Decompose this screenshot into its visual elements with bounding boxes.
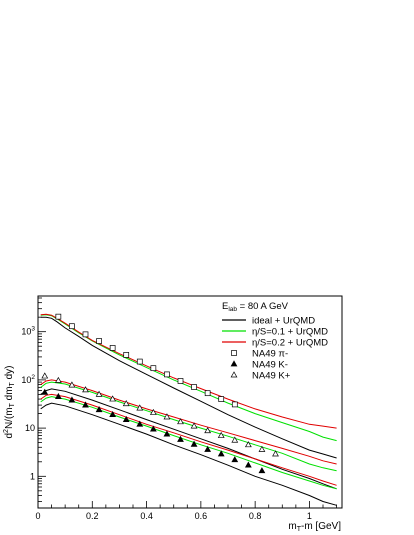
curve-kplus-000000: [40, 388, 337, 490]
data-point-open-triangle: [204, 427, 212, 434]
data-point-filled-triangle: [122, 415, 130, 422]
x-tick-label: 0.2: [86, 511, 99, 521]
curve-kminus-e00000: [40, 393, 337, 486]
legend-label: NA49 π-: [252, 349, 288, 360]
curve-kminus-000000: [40, 402, 337, 506]
data-point-open-triangle: [272, 450, 279, 457]
data-point-open-square: [231, 401, 238, 408]
data-point-open-triangle: [217, 431, 225, 438]
legend-swatch-marker: [230, 371, 238, 378]
axis-tick-labels: 0 0.2 0.4 0.6 0.8 1 1 10 102 103: [21, 326, 312, 521]
data-markers: [41, 313, 279, 474]
y-tick-label: 10: [25, 423, 35, 433]
data-point-open-triangle: [122, 400, 130, 407]
data-point-filled-triangle: [244, 461, 252, 468]
y-axis-title: d2N/(mT dmT dy): [3, 365, 16, 438]
data-point-open-square: [136, 358, 143, 365]
data-point-open-triangle: [82, 386, 89, 393]
legend-label: NA49 K-: [252, 360, 288, 371]
data-point-open-triangle: [68, 381, 76, 388]
data-point-open-triangle: [163, 413, 171, 420]
data-point-open-square: [191, 384, 197, 390]
plot-frame: [37, 295, 343, 509]
data-point-filled-triangle: [258, 467, 266, 474]
data-point-open-triangle: [41, 372, 49, 379]
data-point-open-triangle: [95, 390, 103, 397]
legend-swatch-marker: [230, 360, 238, 367]
data-point-open-square: [69, 323, 75, 330]
data-point-open-square: [82, 331, 89, 338]
x-tick-label: 0: [35, 511, 40, 521]
data-point-open-square: [150, 365, 157, 372]
y-tick-label: 103: [21, 326, 35, 337]
data-point-open-square: [109, 345, 116, 351]
data-point-filled-triangle: [109, 410, 117, 418]
data-point-filled-triangle: [231, 456, 239, 463]
data-point-open-triangle: [177, 418, 184, 425]
data-point-open-triangle: [109, 395, 117, 402]
legend-label: NA49 K+: [252, 371, 291, 382]
data-point-open-square: [55, 313, 62, 320]
curve-pion-e00000: [40, 313, 337, 429]
data-point-filled-triangle: [82, 401, 89, 408]
data-point-open-triangle: [231, 436, 239, 443]
x-tick-label: 0.4: [140, 511, 153, 521]
x-axis-title: mT-m [GeV]: [288, 521, 341, 533]
x-tick-label: 1: [307, 511, 312, 521]
legend-label: ideal + UrQMD: [252, 316, 315, 327]
legend-header: Elab = 80 A GeV: [222, 301, 289, 313]
data-point-filled-triangle: [54, 392, 62, 399]
data-point-open-square: [123, 352, 130, 358]
data-point-filled-triangle: [136, 420, 144, 427]
data-point-open-triangle: [136, 404, 144, 411]
curve-kplus-e00000: [40, 379, 337, 465]
data-point-open-triangle: [244, 441, 252, 448]
data-point-filled-triangle: [149, 425, 157, 432]
data-point-open-square: [164, 371, 170, 378]
data-point-filled-triangle: [204, 445, 212, 452]
data-point-open-square: [96, 338, 102, 344]
data-point-open-triangle: [258, 445, 266, 452]
data-point-open-square: [177, 378, 184, 384]
legend-swatch-marker: [231, 350, 237, 356]
data-point-filled-triangle: [41, 388, 49, 395]
data-point-open-square: [218, 396, 225, 402]
data-point-open-square: [204, 390, 211, 397]
data-point-filled-triangle: [68, 396, 76, 403]
legend-label: η/S=0.1 + UrQMD: [252, 327, 328, 338]
x-tick-label: 0.6: [195, 511, 208, 521]
curve-pion-000000: [40, 316, 337, 459]
data-point-filled-triangle: [217, 450, 225, 457]
x-tick-label: 0.8: [249, 511, 262, 521]
data-point-filled-triangle: [177, 435, 184, 442]
y-tick-label: 1: [30, 471, 35, 481]
data-point-filled-triangle: [163, 430, 171, 437]
legend-label: η/S=0.2 + UrQMD: [252, 338, 328, 349]
data-point-open-triangle: [190, 422, 198, 429]
data-point-open-triangle: [149, 408, 157, 415]
data-point-filled-triangle: [190, 440, 198, 447]
y-tick-label: 102: [21, 374, 35, 385]
data-point-filled-triangle: [95, 406, 103, 413]
data-point-open-triangle: [54, 376, 62, 383]
